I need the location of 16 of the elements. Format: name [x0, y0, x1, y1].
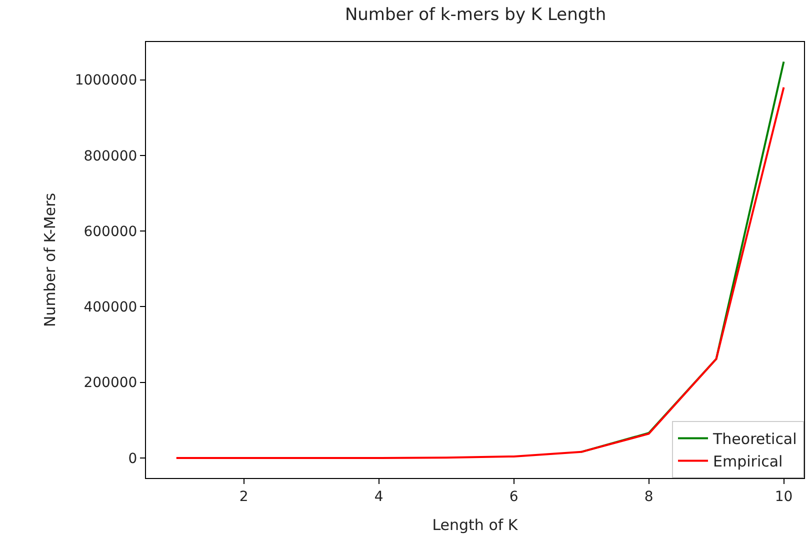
x-tick-label: 4: [374, 488, 384, 505]
y-tick-label: 600000: [84, 224, 138, 240]
y-tick-label: 1000000: [74, 72, 138, 89]
y-tick-label: 200000: [84, 375, 138, 392]
chart-title: Number of k-mers by K Length: [344, 5, 606, 26]
legend-label: Theoretical: [712, 430, 797, 448]
x-tick-label: 8: [644, 488, 654, 505]
x-tick-label: 10: [774, 488, 793, 505]
x-tick-label: 2: [239, 488, 248, 505]
y-axis-title: Number of K-Mers: [41, 192, 60, 328]
x-tick-label: 6: [509, 488, 518, 505]
y-tick-label: 800000: [84, 148, 138, 164]
legend-label: Empirical: [713, 452, 783, 471]
y-tick-label: 400000: [84, 300, 138, 316]
y-tick-label: 0: [128, 450, 138, 467]
x-axis-title: Length of K: [432, 516, 519, 534]
